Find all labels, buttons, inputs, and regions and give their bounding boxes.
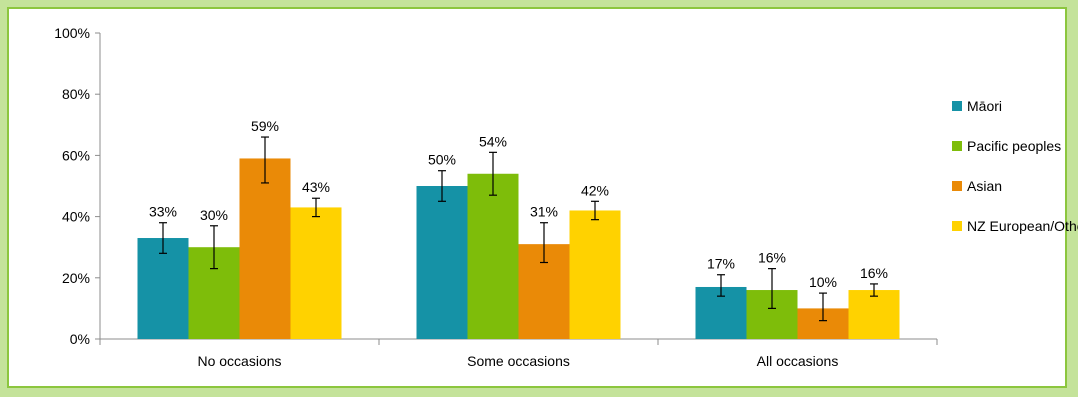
y-tick-label: 20% [62, 270, 90, 286]
legend-label: Asian [967, 178, 1002, 194]
legend-label: Pacific peoples [967, 138, 1061, 154]
legend-label: Māori [967, 98, 1002, 114]
y-tick-label: 0% [70, 331, 90, 347]
bar [467, 173, 519, 339]
y-tick-label: 40% [62, 209, 90, 225]
bar [569, 210, 621, 339]
legend-swatch [952, 141, 962, 151]
x-tick-label: No occasions [197, 353, 281, 369]
bar [137, 238, 189, 339]
data-label: 50% [428, 152, 456, 168]
legend-label: NZ European/Other [967, 218, 1078, 234]
data-label: 42% [581, 182, 609, 198]
data-label: 16% [758, 250, 786, 266]
x-tick-label: All occasions [757, 353, 839, 369]
legend-swatch [952, 181, 962, 191]
data-label: 33% [149, 204, 177, 220]
x-tick-label: Some occasions [467, 353, 570, 369]
bar [239, 158, 291, 339]
data-label: 43% [302, 179, 330, 195]
y-tick-label: 60% [62, 147, 90, 163]
bar [290, 207, 342, 339]
y-tick-label: 100% [54, 25, 90, 41]
data-label: 59% [251, 118, 279, 134]
data-label: 31% [530, 204, 558, 220]
y-tick-label: 80% [62, 86, 90, 102]
bar [416, 186, 468, 339]
data-label: 16% [860, 265, 888, 281]
data-label: 54% [479, 133, 507, 149]
data-label: 17% [707, 256, 735, 272]
legend-swatch [952, 221, 962, 231]
data-label: 30% [200, 207, 228, 223]
data-label: 10% [809, 274, 837, 290]
bar [848, 290, 900, 339]
legend-swatch [952, 101, 962, 111]
